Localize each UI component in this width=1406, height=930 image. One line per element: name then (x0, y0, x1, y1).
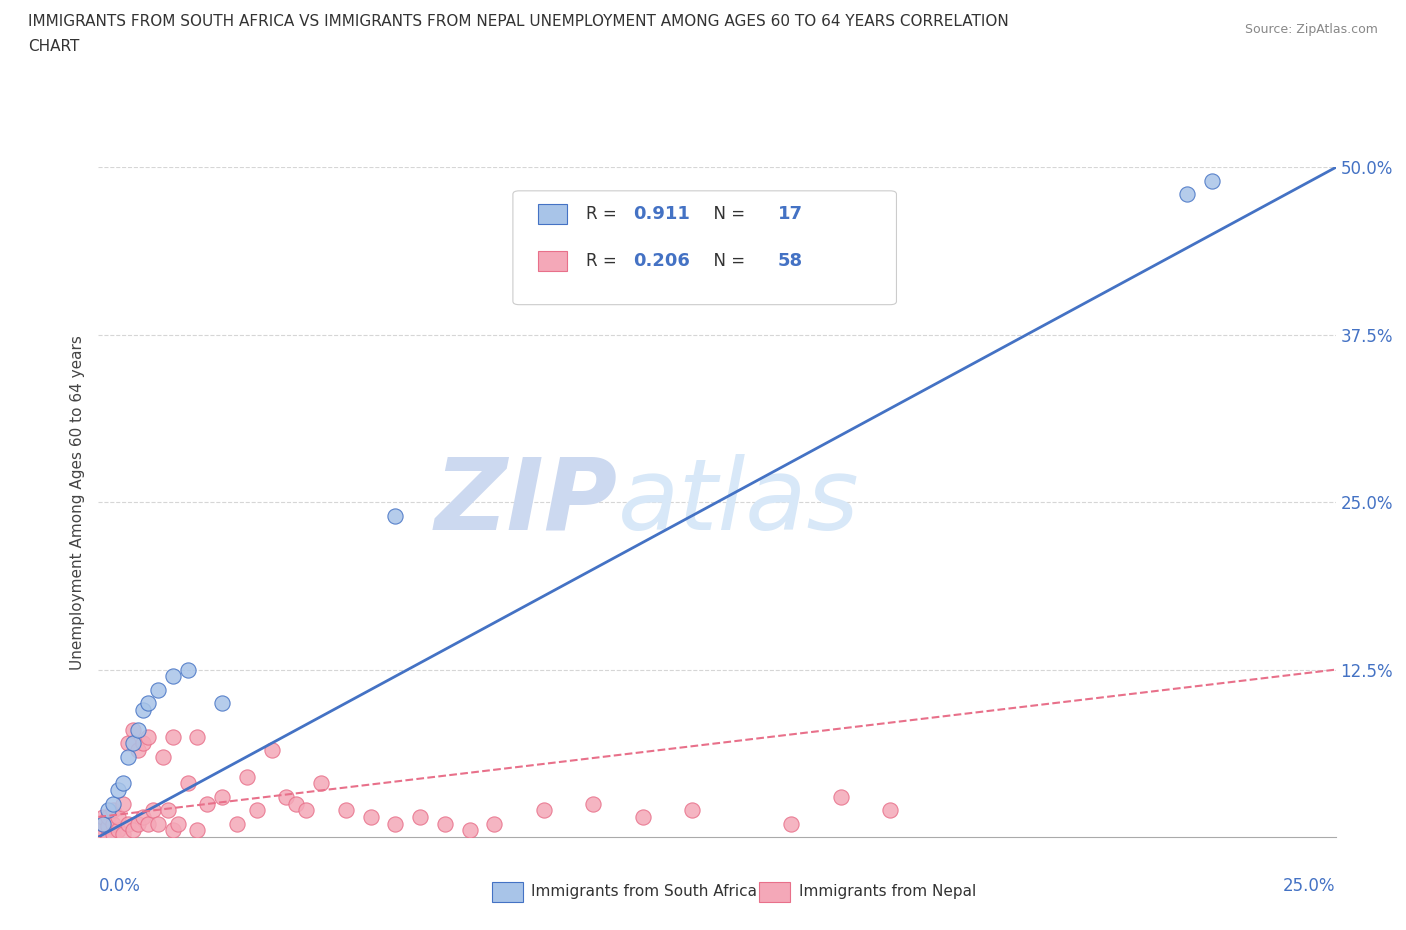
Point (117, 750, 139, 764)
Point (166, 817, 188, 831)
Point (384, 508, 406, 523)
Point (295, 803, 318, 817)
Point (107, 783, 129, 798)
Point (409, 809, 432, 824)
Point (97, 829, 120, 844)
Text: atlas: atlas (619, 454, 859, 551)
Point (132, 736, 155, 751)
Point (186, 729, 208, 744)
Point (335, 803, 357, 817)
Point (132, 809, 155, 824)
Point (1201, 173, 1223, 188)
Y-axis label: Unemployment Among Ages 60 to 64 years: Unemployment Among Ages 60 to 64 years (69, 335, 84, 670)
Point (211, 790, 233, 804)
Point (93, 829, 115, 844)
Point (127, 723, 149, 737)
Point (226, 817, 249, 831)
Point (260, 742, 283, 757)
Point (681, 803, 703, 817)
Text: ZIP: ZIP (434, 454, 619, 551)
Point (93, 817, 115, 831)
Point (176, 662, 198, 677)
Text: 0.911: 0.911 (633, 206, 690, 223)
Point (285, 796, 308, 811)
Point (127, 817, 149, 831)
FancyBboxPatch shape (537, 205, 568, 224)
Point (162, 823, 184, 838)
Text: 0.206: 0.206 (633, 252, 690, 270)
Text: Source: ZipAtlas.com: Source: ZipAtlas.com (1244, 23, 1378, 36)
Point (582, 796, 605, 811)
Point (107, 809, 129, 824)
Text: IMMIGRANTS FROM SOUTH AFRICA VS IMMIGRANTS FROM NEPAL UNEMPLOYMENT AMONG AGES 60: IMMIGRANTS FROM SOUTH AFRICA VS IMMIGRAN… (28, 14, 1010, 29)
Point (112, 776, 135, 790)
Point (103, 827, 125, 842)
Point (246, 803, 269, 817)
FancyBboxPatch shape (537, 251, 568, 272)
Point (433, 817, 456, 831)
Text: 58: 58 (778, 252, 803, 270)
Point (458, 823, 481, 838)
FancyBboxPatch shape (513, 191, 897, 305)
Point (107, 823, 129, 838)
Point (117, 817, 139, 831)
Point (142, 803, 165, 817)
Point (162, 669, 184, 684)
Point (132, 702, 155, 717)
Point (97, 803, 120, 817)
Point (176, 776, 198, 790)
Text: 25.0%: 25.0% (1284, 877, 1336, 896)
Point (1175, 187, 1198, 202)
Point (93, 823, 115, 838)
Point (195, 796, 218, 811)
Text: 17: 17 (778, 206, 803, 223)
Point (146, 683, 169, 698)
Point (112, 827, 135, 842)
Point (136, 696, 159, 711)
Point (211, 696, 233, 711)
Text: CHART: CHART (28, 39, 80, 54)
Point (276, 790, 298, 804)
Point (122, 723, 145, 737)
Point (103, 796, 125, 811)
Point (127, 742, 149, 757)
Point (103, 817, 125, 831)
Point (186, 823, 208, 838)
Text: N =: N = (703, 252, 751, 270)
Point (780, 817, 803, 831)
Point (309, 776, 332, 790)
Point (136, 817, 159, 831)
Point (146, 817, 169, 831)
Point (360, 809, 382, 824)
Point (112, 796, 135, 811)
Point (384, 817, 406, 831)
Point (93, 817, 115, 831)
Point (117, 736, 139, 751)
Point (631, 809, 654, 824)
Point (122, 823, 145, 838)
Point (93, 809, 115, 824)
Point (236, 769, 259, 784)
Point (830, 790, 852, 804)
Text: R =: R = (586, 206, 621, 223)
Point (156, 803, 179, 817)
Text: R =: R = (586, 252, 621, 270)
Point (97, 818, 120, 833)
Point (879, 803, 901, 817)
Point (122, 736, 145, 751)
Point (533, 803, 555, 817)
Text: 0.0%: 0.0% (98, 877, 141, 896)
Text: Immigrants from Nepal: Immigrants from Nepal (799, 884, 976, 899)
Point (136, 729, 159, 744)
Point (152, 750, 174, 764)
Point (103, 803, 125, 817)
Text: Immigrants from South Africa: Immigrants from South Africa (531, 884, 758, 899)
Point (162, 729, 184, 744)
Point (484, 817, 506, 831)
Text: N =: N = (703, 206, 751, 223)
Point (97, 809, 120, 824)
